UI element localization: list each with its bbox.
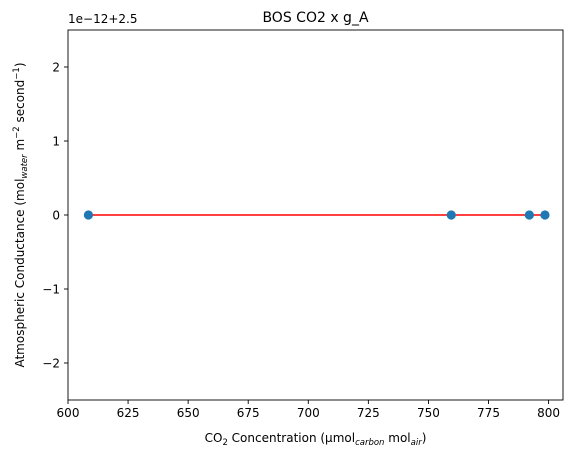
y-offset-text: 1e−12+2.5 — [68, 12, 137, 26]
x-tick-label-2: 650 — [177, 406, 200, 420]
data-point-1 — [446, 210, 456, 220]
data-point-3 — [540, 210, 550, 220]
data-point-2 — [524, 210, 534, 220]
y-tick-label-0: −2 — [42, 357, 60, 371]
y-tick-label-2: 0 — [52, 209, 60, 223]
x-tick-label-7: 775 — [477, 406, 500, 420]
data-point-0 — [83, 210, 94, 220]
x-tick-label-0: 600 — [57, 406, 80, 420]
x-tick-label-1: 625 — [117, 406, 140, 420]
x-tick-label-3: 675 — [237, 406, 260, 420]
y-tick-label-4: 2 — [52, 61, 60, 75]
x-tick-label-6: 750 — [417, 406, 440, 420]
x-axis-label: CO2 Concentration (µmolcarbon molair) — [205, 431, 427, 448]
x-tick-label-4: 700 — [297, 406, 320, 420]
y-axis-label: Atmospheric Conductance (molwater m−2 se… — [12, 62, 30, 367]
y-tick-label-3: 1 — [52, 135, 60, 149]
x-tick-label-5: 725 — [357, 406, 380, 420]
x-tick-label-8: 800 — [537, 406, 560, 420]
y-tick-label-1: −1 — [42, 283, 60, 297]
chart-title: BOS CO2 x g_A — [262, 10, 368, 26]
